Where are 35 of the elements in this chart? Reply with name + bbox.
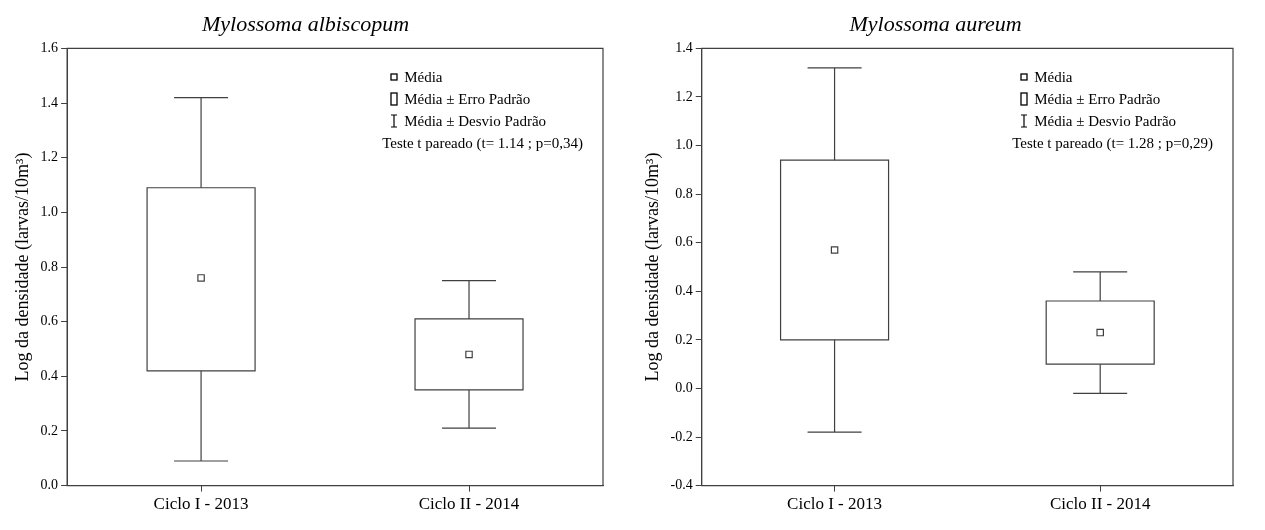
y-tick-label: 1.0 <box>40 204 59 220</box>
y-tick-label: 1.2 <box>40 149 59 165</box>
x-tick-label: Ciclo II - 2014 <box>418 494 520 514</box>
annotation: Média <box>404 68 443 87</box>
x-tick-label: Ciclo II - 2014 <box>1049 494 1151 514</box>
chart-title: Mylossoma albiscopum <box>200 10 410 36</box>
chart-title: Mylossoma aureum <box>848 10 1022 36</box>
x-tick-label: Ciclo I - 2013 <box>787 494 883 514</box>
y-tick-label: 0.0 <box>40 477 59 493</box>
annotation: Média ± Erro Padrão <box>1034 90 1161 109</box>
y-tick-label: 0.2 <box>40 422 59 438</box>
annotation: Média ± Erro Padrão <box>404 90 531 109</box>
y-tick-label: 1.6 <box>40 40 59 56</box>
y-tick-label: 0.0 <box>675 380 693 396</box>
y-tick-label: 0.8 <box>40 258 59 274</box>
y-tick-label: -0.4 <box>670 477 693 493</box>
annotation: Média ± Desvio Padrão <box>1034 112 1177 131</box>
y-tick-label: 0.4 <box>675 282 693 298</box>
annotation: Teste t pareado (t= 1.14 ; p=0,34) <box>382 134 583 153</box>
y-axis-title: Log da densidade (larvas/10m³) <box>641 152 663 382</box>
annotation: Média ± Desvio Padrão <box>404 112 547 131</box>
annotation: Teste t pareado (t= 1.28 ; p=0,29) <box>1012 134 1213 153</box>
annotation: Média <box>1034 68 1073 87</box>
y-tick-label: 0.8 <box>675 185 693 201</box>
y-tick-label: 0.4 <box>40 367 59 383</box>
y-tick-label: -0.2 <box>670 428 693 444</box>
y-tick-label: 1.2 <box>675 88 693 104</box>
y-tick-label: 0.6 <box>40 313 59 329</box>
y-tick-label: 1.4 <box>40 94 59 110</box>
x-tick-label: Ciclo I - 2013 <box>153 494 249 514</box>
y-tick-label: 0.2 <box>675 331 693 347</box>
y-tick-label: 1.4 <box>675 40 693 56</box>
y-tick-label: 0.6 <box>675 234 693 250</box>
y-axis-title: Log da densidade (larvas/10m³) <box>11 152 33 382</box>
y-tick-label: 1.0 <box>675 137 693 153</box>
